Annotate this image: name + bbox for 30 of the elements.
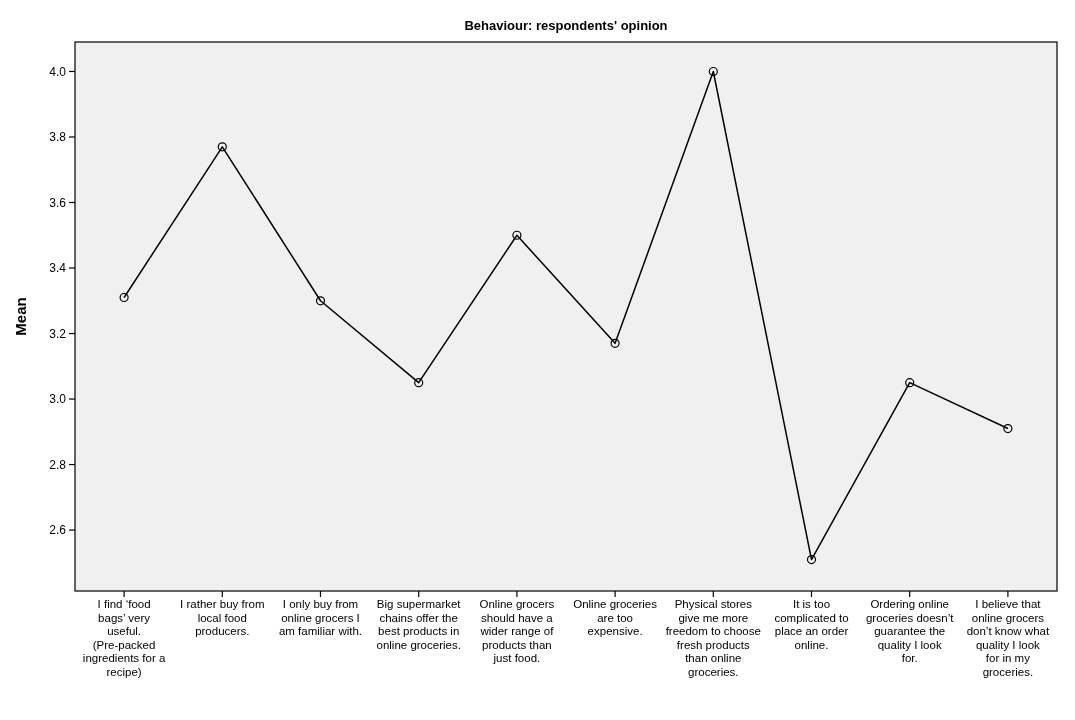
x-tick-label: Physical stores give me more freedom to choose fresh products than online groceries. [665, 598, 761, 678]
x-tick-label: Online grocers should have a wider range of products than just food. [479, 598, 555, 664]
point [217, 142, 227, 152]
x-tick-label: Ordering online groceries doesn’t guarantee the quality I look for. [865, 598, 955, 664]
y-tick-label: 3.0 [49, 392, 67, 407]
point [806, 554, 817, 565]
point [905, 378, 915, 388]
y-tick-label: 3.8 [49, 130, 67, 145]
x-tick-label: Big supermarket chains offer the best products in online groceries. [376, 598, 462, 651]
point [708, 66, 718, 77]
y-tick-label: 3.6 [49, 195, 67, 210]
x-tick-label: I believe that online grocers don’t know what quality I look for in my groceries. [966, 598, 1050, 678]
y-axis-title: Mean [12, 297, 29, 336]
x-tick-label: I rather buy from local food producers. [180, 598, 265, 637]
x-tick-label: Online groceries are too expensive. [573, 598, 658, 637]
point [119, 292, 129, 303]
y-tick-label: 3.2 [49, 326, 67, 341]
point [512, 230, 522, 240]
y-tick-label: 4.0 [49, 64, 67, 79]
x-tick-label: It is too complicated to place an order online. [774, 598, 849, 651]
y-tick-label: 3.4 [49, 261, 67, 276]
chart-title: Behaviour: respondents' opinion [464, 18, 668, 33]
y-tick-label: 2.6 [49, 523, 67, 538]
point [414, 378, 424, 388]
x-tick-label: I find ‘food bags’ very useful. (Pre-packed ingredients for a recipe) [82, 598, 166, 678]
x-tick-label: I only buy from online grocers I am familiar with. [278, 598, 363, 637]
point [610, 338, 620, 348]
point [315, 296, 326, 306]
y-tick-label: 2.8 [49, 457, 67, 472]
point [1003, 423, 1013, 434]
